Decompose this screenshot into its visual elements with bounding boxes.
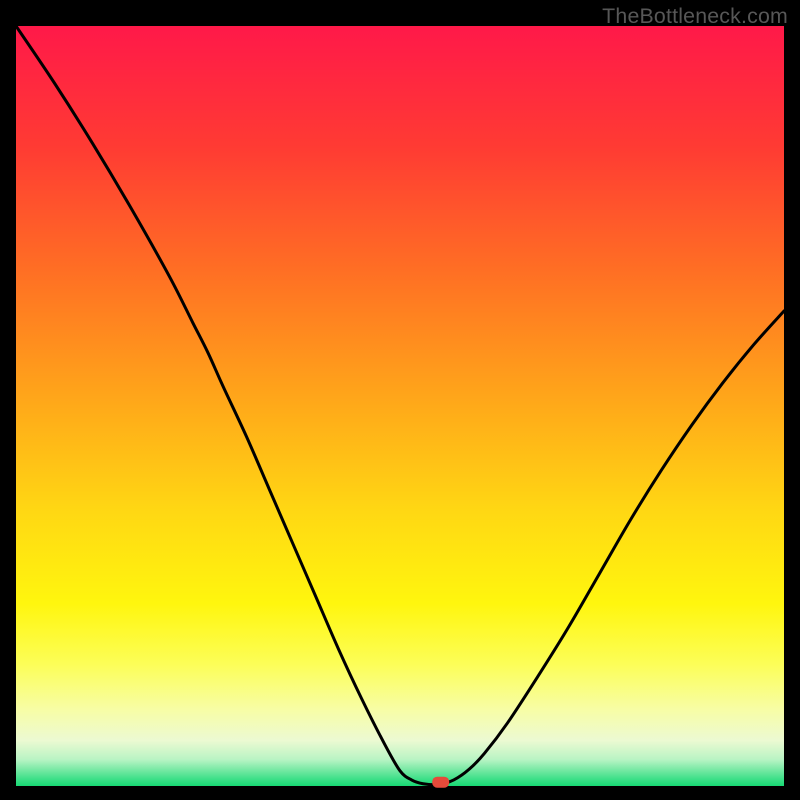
chart-container: TheBottleneck.com (0, 0, 800, 800)
watermark-text: TheBottleneck.com (602, 4, 788, 29)
plot-svg (0, 0, 800, 800)
bottleneck-curve (16, 26, 784, 785)
minimum-marker (432, 777, 449, 788)
